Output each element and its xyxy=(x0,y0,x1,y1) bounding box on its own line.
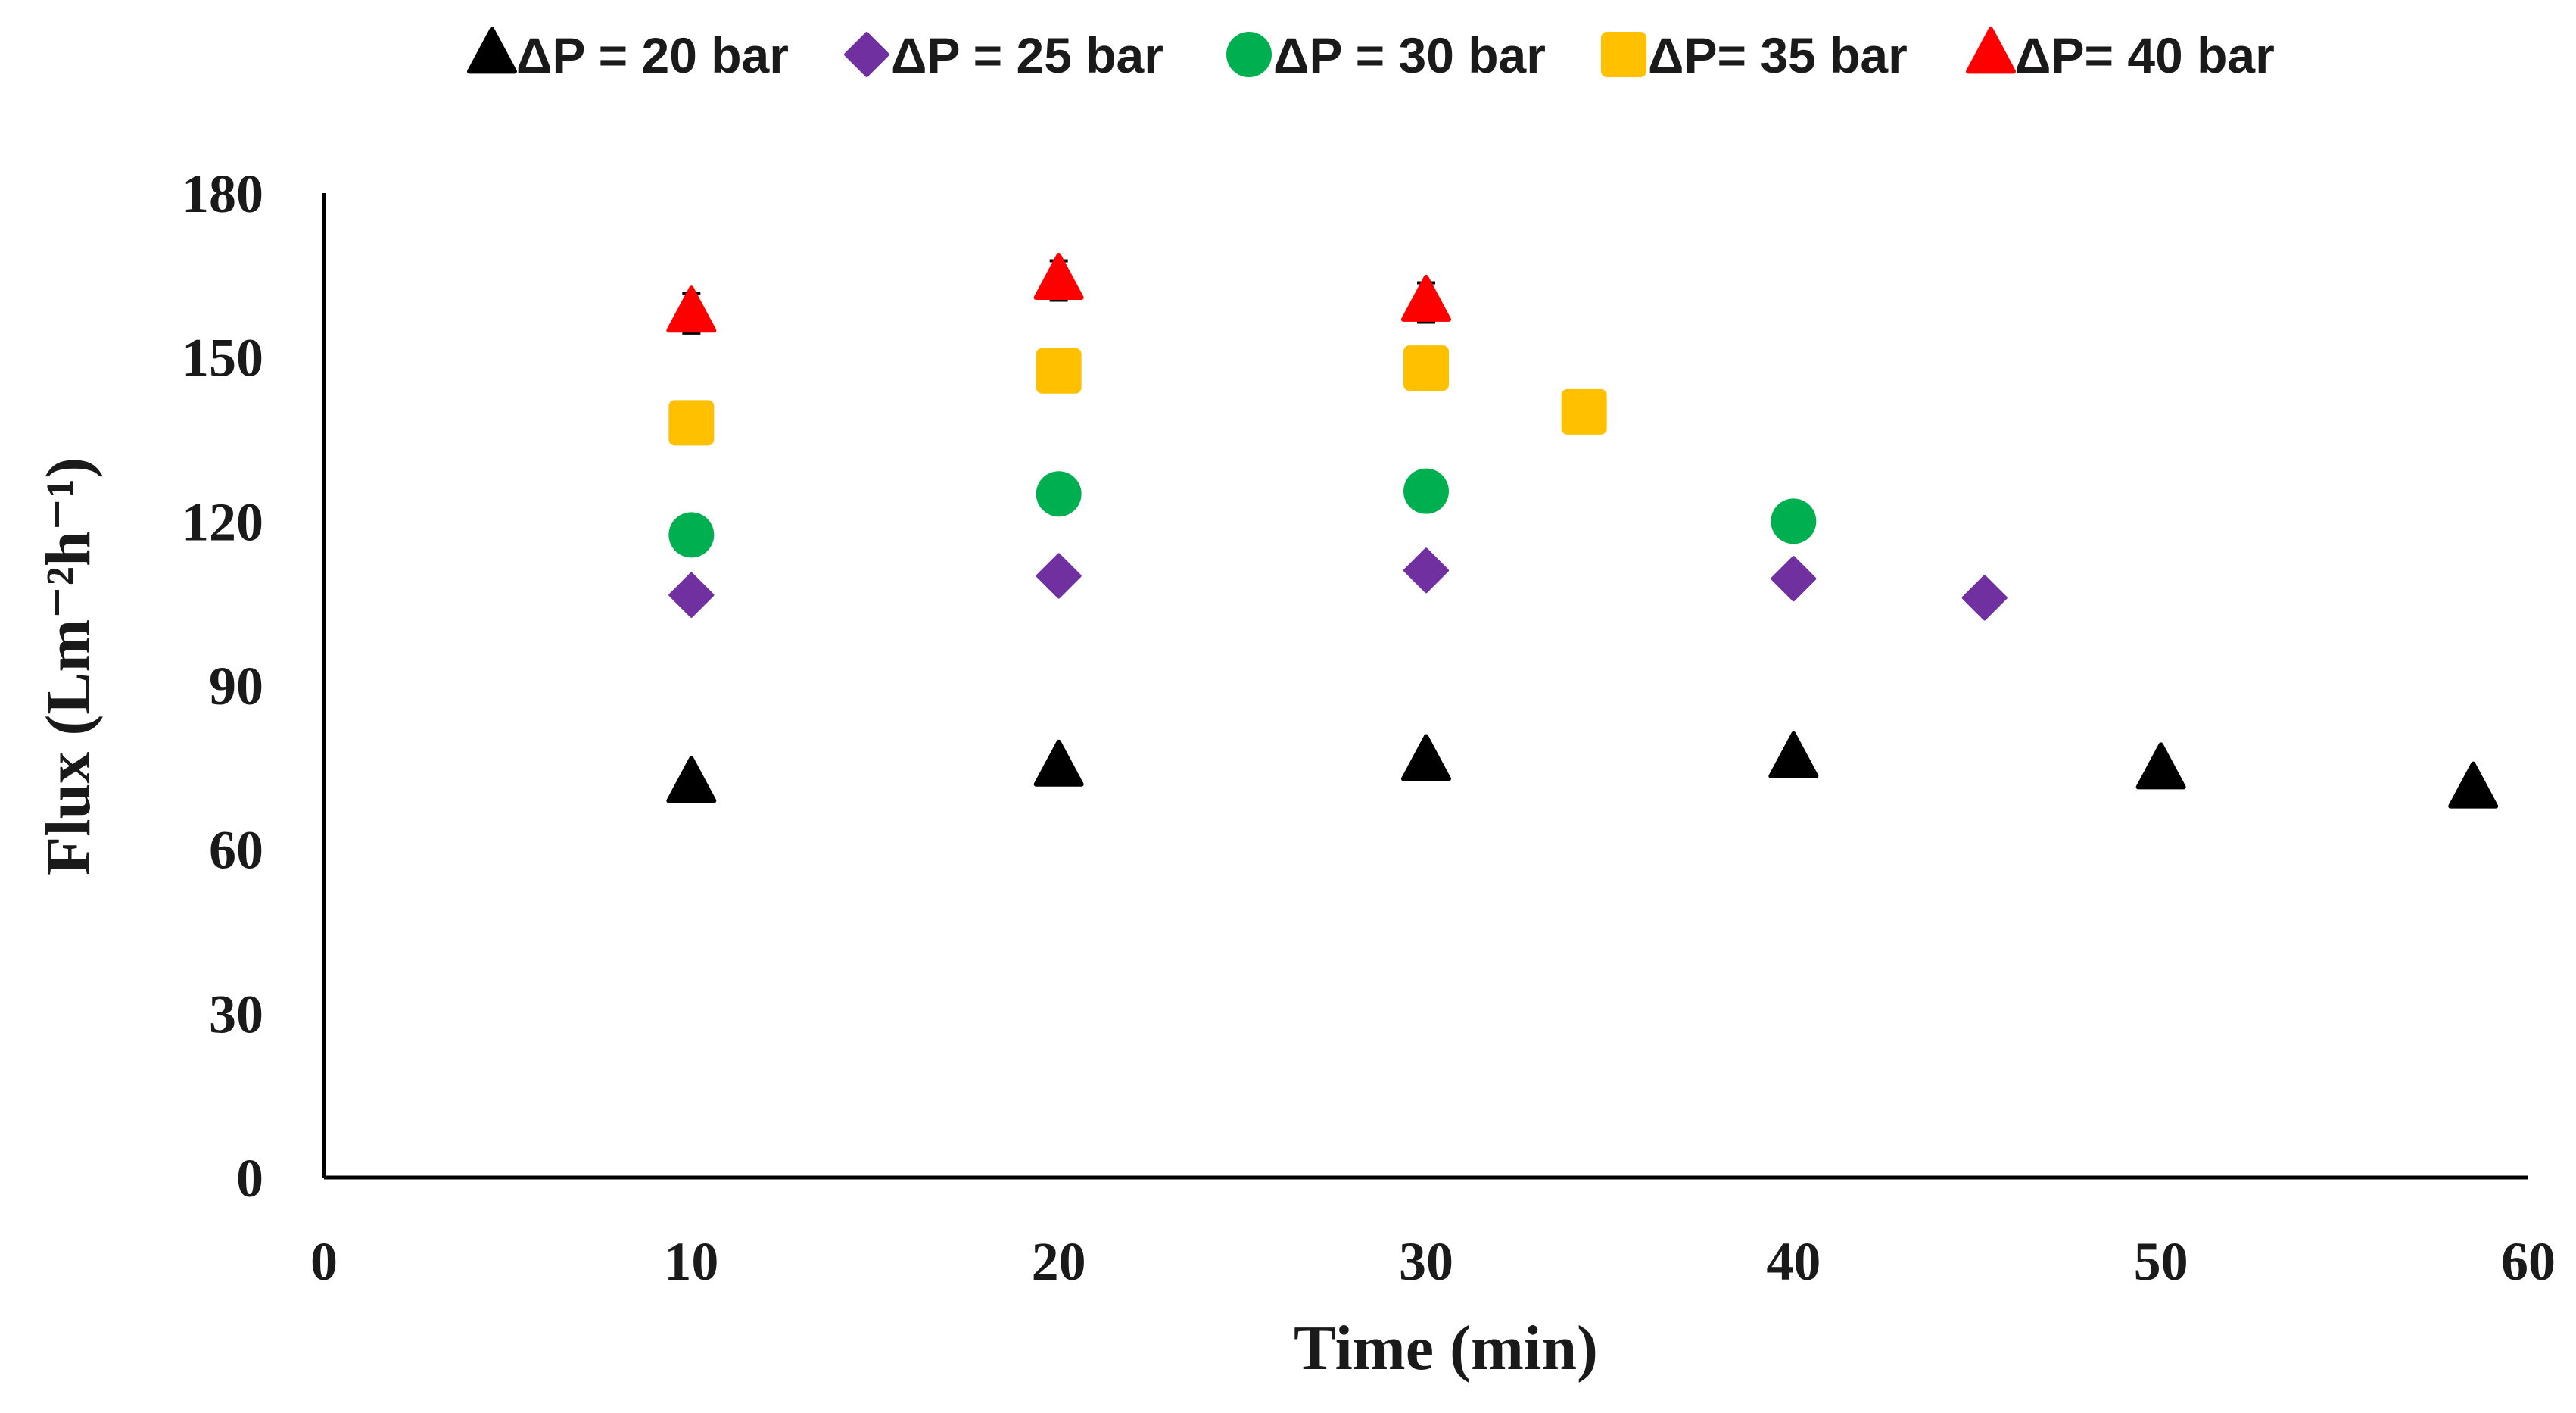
legend-marker-diamond-icon xyxy=(844,32,889,77)
data-point xyxy=(1561,388,1607,435)
data-point xyxy=(668,572,715,618)
data-point xyxy=(1771,498,1817,544)
data-point xyxy=(1401,274,1451,322)
x-axis-title: Time (min) xyxy=(1294,1313,1598,1383)
data-point xyxy=(1961,575,2008,621)
x-tick-label: 10 xyxy=(664,1231,718,1292)
data-point xyxy=(1033,252,1084,300)
y-tick-label: 180 xyxy=(182,164,263,224)
data-point xyxy=(2135,742,2186,790)
data-point xyxy=(1768,731,1819,778)
data-point xyxy=(1036,471,1082,517)
legend: ΔP = 20 bar ΔP = 25 bar ΔP = 30 bar ΔP= 35 … xyxy=(467,27,2275,83)
data-point xyxy=(1036,348,1082,394)
legend-marker-triangle-icon xyxy=(467,27,517,74)
data-point xyxy=(1403,468,1449,514)
data-point xyxy=(1403,547,1449,594)
x-tick-label: 50 xyxy=(2134,1231,2188,1292)
y-tick-label: 150 xyxy=(182,328,263,388)
legend-label: ΔP= 35 bar xyxy=(1648,27,1908,83)
data-point xyxy=(666,285,717,333)
y-tick-label: 0 xyxy=(236,1148,263,1209)
series-4 xyxy=(668,345,1607,446)
series-5 xyxy=(666,252,1451,335)
y-tick-label: 120 xyxy=(182,491,263,552)
x-tick-label: 60 xyxy=(2501,1231,2556,1292)
x-tick-label: 40 xyxy=(1766,1231,1821,1292)
y-axis-title: Flux (Lm⁻²h⁻¹) xyxy=(33,457,104,875)
legend-label: ΔP = 20 bar xyxy=(516,27,789,83)
y-tick-label: 60 xyxy=(209,820,263,881)
legend-item: ΔP= 40 bar xyxy=(1966,27,2275,83)
tick-labels: 0 30 60 90 120 150 180 0 10 20 30 40 50 60 xyxy=(182,164,2556,1292)
y-tick-label: 30 xyxy=(209,984,263,1044)
data-point xyxy=(2448,761,2499,809)
data-point xyxy=(666,756,717,803)
legend-item: ΔP= 35 bar xyxy=(1601,27,1908,83)
legend-item: ΔP = 20 bar xyxy=(467,27,789,83)
series-3 xyxy=(668,468,1817,558)
x-tick-label: 30 xyxy=(1399,1231,1453,1292)
legend-marker-square-icon xyxy=(1601,32,1646,77)
series-2 xyxy=(668,547,2008,621)
data-point xyxy=(1036,553,1082,599)
series-1 xyxy=(666,731,2499,809)
legend-item: ΔP = 30 bar xyxy=(1226,27,1546,83)
legend-marker-circle-icon xyxy=(1226,32,1272,77)
data-point xyxy=(668,512,715,558)
data-point xyxy=(1771,556,1817,602)
legend-marker-triangle-icon xyxy=(1966,27,2016,74)
data-point xyxy=(668,400,715,446)
axes xyxy=(322,193,2528,1180)
data-points xyxy=(666,252,2499,809)
data-point xyxy=(1403,345,1449,391)
legend-label: ΔP= 40 bar xyxy=(2015,27,2275,83)
y-tick-label: 90 xyxy=(209,656,263,716)
data-point xyxy=(1033,739,1084,787)
x-tick-label: 0 xyxy=(310,1231,338,1292)
legend-label: ΔP = 25 bar xyxy=(891,27,1163,83)
data-point xyxy=(1401,734,1451,781)
x-tick-label: 20 xyxy=(1032,1231,1086,1292)
legend-label: ΔP = 30 bar xyxy=(1273,27,1546,83)
legend-item: ΔP = 25 bar xyxy=(844,27,1163,83)
